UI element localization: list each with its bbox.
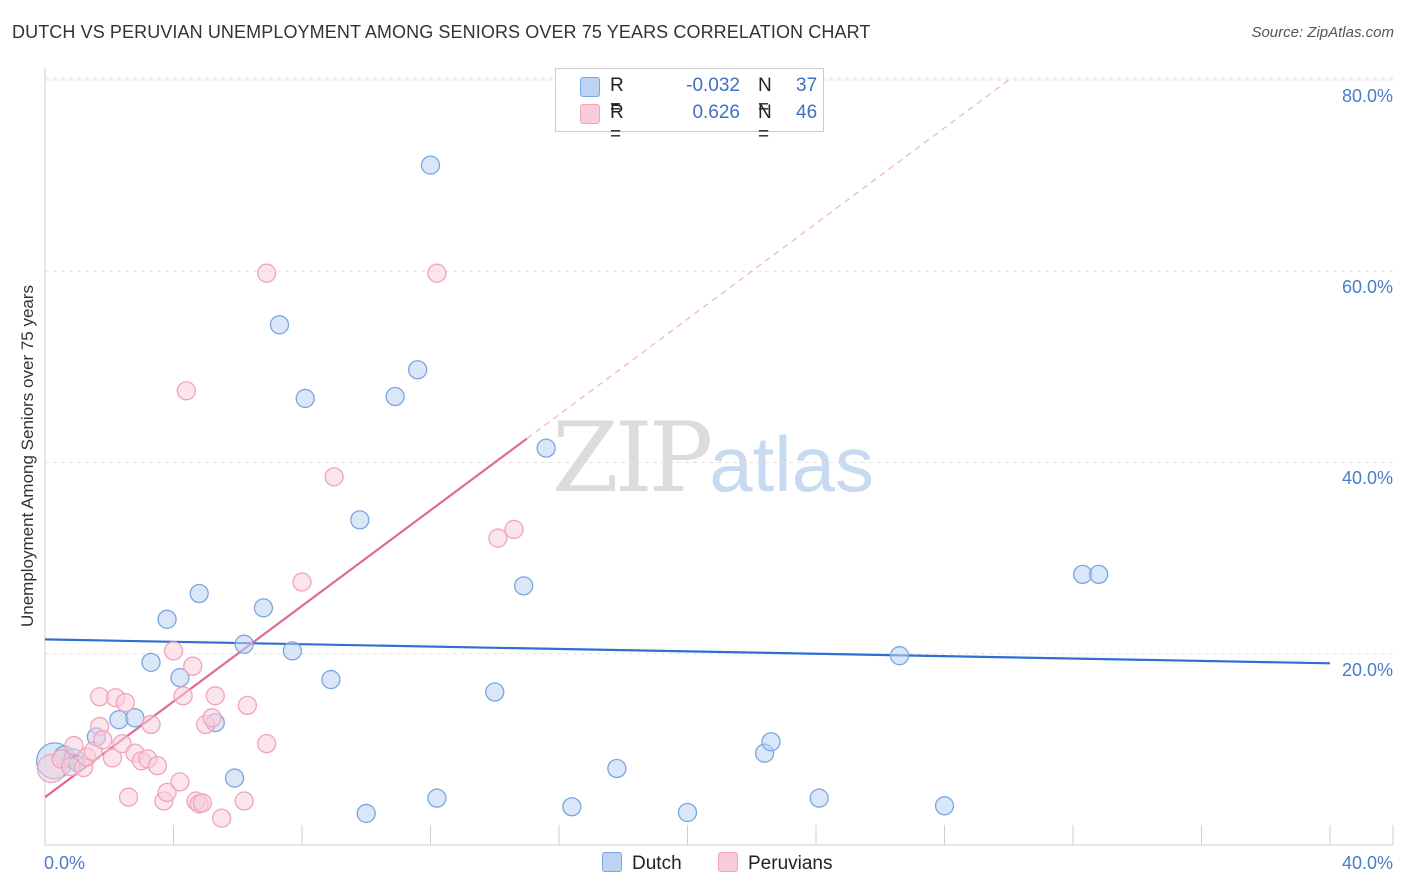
legend-n-value: 46	[796, 102, 818, 123]
peruvians-point-31	[202, 708, 222, 728]
peruvians-point-39	[324, 467, 344, 487]
peruvians-point-10	[102, 748, 123, 768]
peruvians-point-40	[427, 263, 447, 283]
dutch-point-28	[562, 797, 582, 817]
peruvians-point-26	[183, 656, 203, 676]
legend-n-label: N =	[758, 102, 772, 145]
peruvians-point-38	[292, 572, 312, 592]
peruvians-point-34	[234, 791, 254, 811]
peruvians-point-32	[205, 686, 225, 706]
axes	[44, 68, 1394, 846]
dutch-point-25	[485, 682, 505, 702]
correlation-legend: R = -0.032 N = 37 R = 0.626 N = 46	[555, 68, 824, 145]
dutch-point-20	[356, 803, 376, 824]
y-axis-title: Unemployment Among Seniors over 75 years	[18, 284, 37, 628]
peruvians-point-12	[112, 733, 132, 754]
dutch-point-21	[385, 386, 405, 407]
zipatlas-watermark: ZIPatlas	[552, 402, 874, 514]
data-points	[35, 155, 1109, 828]
legend-item-peruvians: Peruvians	[718, 852, 833, 875]
peruvians-point-22	[163, 641, 184, 661]
peruvians-point-29	[192, 793, 213, 813]
chart-title: DUTCH VS PERUVIAN UNEMPLOYMENT AMONG SEN…	[12, 22, 871, 42]
dutch-point-33	[809, 788, 829, 808]
dutch-point-7	[141, 652, 161, 673]
peruvians-point-21	[157, 782, 177, 803]
legend-label-dutch: Dutch	[632, 853, 682, 874]
dutch-point-16	[282, 641, 303, 661]
dutch-point-23	[420, 155, 441, 175]
peruvians-point-36	[257, 733, 277, 754]
y-tick-label-20: 20.0%	[1341, 660, 1393, 680]
dutch-point-32	[761, 732, 781, 752]
peruvians-point-24	[173, 686, 193, 706]
peruvians-trend-extension	[526, 79, 1010, 440]
dutch-point-19	[350, 510, 370, 530]
dutch-point-37	[1089, 564, 1109, 585]
x-tick-label-max: 40.0%	[1341, 853, 1393, 873]
peruvians-point-13	[115, 692, 135, 713]
dutch-swatch	[580, 77, 600, 97]
peruvians-point-3	[64, 735, 84, 756]
dutch-point-10	[189, 583, 209, 604]
peruvians-point-8	[89, 687, 110, 707]
peruvians-point-37	[257, 263, 277, 283]
peruvians-point-23	[170, 772, 190, 792]
dutch-point-34	[889, 646, 910, 666]
legend-r-label: R =	[610, 75, 624, 118]
legend-item-dutch: Dutch	[602, 852, 682, 875]
dutch-point-8	[157, 609, 177, 629]
dutch-point-15	[269, 315, 290, 335]
peruvians-point-19	[147, 755, 168, 776]
dutch-point-6	[125, 708, 145, 728]
grid-lines	[45, 77, 1393, 655]
dutch-point-14	[253, 598, 274, 618]
peruvians-legend-swatch	[718, 852, 738, 872]
y-tick-label-40: 40.0%	[1341, 468, 1393, 488]
dutch-point-17	[295, 388, 315, 409]
dutch-point-27	[536, 438, 556, 458]
dutch-point-13	[234, 634, 254, 654]
dutch-legend-swatch	[602, 852, 622, 872]
peruvians-point-33	[212, 808, 232, 828]
legend-r-value: -0.032	[686, 75, 740, 96]
chart-source: Source: ZipAtlas.com	[1251, 24, 1394, 41]
legend-label-peruvians: Peruvians	[748, 853, 833, 874]
dutch-point-29	[607, 758, 627, 779]
peruvians-point-42	[504, 519, 524, 540]
dutch-point-36	[1072, 564, 1093, 585]
peruvians-point-18	[141, 714, 161, 735]
dutch-point-35	[934, 796, 955, 816]
peruvians-point-35	[237, 695, 258, 716]
y-tick-label-80: 80.0%	[1341, 86, 1393, 106]
peruvians-point-41	[488, 528, 508, 548]
dutch-point-26	[514, 576, 534, 596]
peruvians-point-14	[118, 787, 139, 807]
dutch-point-24	[427, 788, 447, 808]
dutch-point-22	[407, 360, 428, 380]
dutch-point-5	[109, 710, 129, 730]
legend-n-value: 37	[796, 75, 818, 96]
x-tick-label-min: 0.0%	[44, 853, 86, 873]
dutch-trend-line	[44, 638, 1331, 665]
peruvians-point-25	[176, 381, 197, 401]
y-tick-label-60: 60.0%	[1341, 277, 1393, 297]
dutch-point-12	[224, 768, 245, 788]
trend-lines	[44, 79, 1331, 799]
peruvians-point-9	[93, 730, 113, 750]
legend-r-label: R =	[610, 102, 624, 145]
dutch-point-18	[321, 669, 341, 690]
legend-r-value: 0.626	[692, 102, 740, 123]
dutch-point-30	[677, 802, 698, 823]
legend-n-label: N =	[758, 75, 772, 118]
dutch-point-9	[170, 668, 190, 688]
peruvians-swatch	[580, 104, 600, 124]
